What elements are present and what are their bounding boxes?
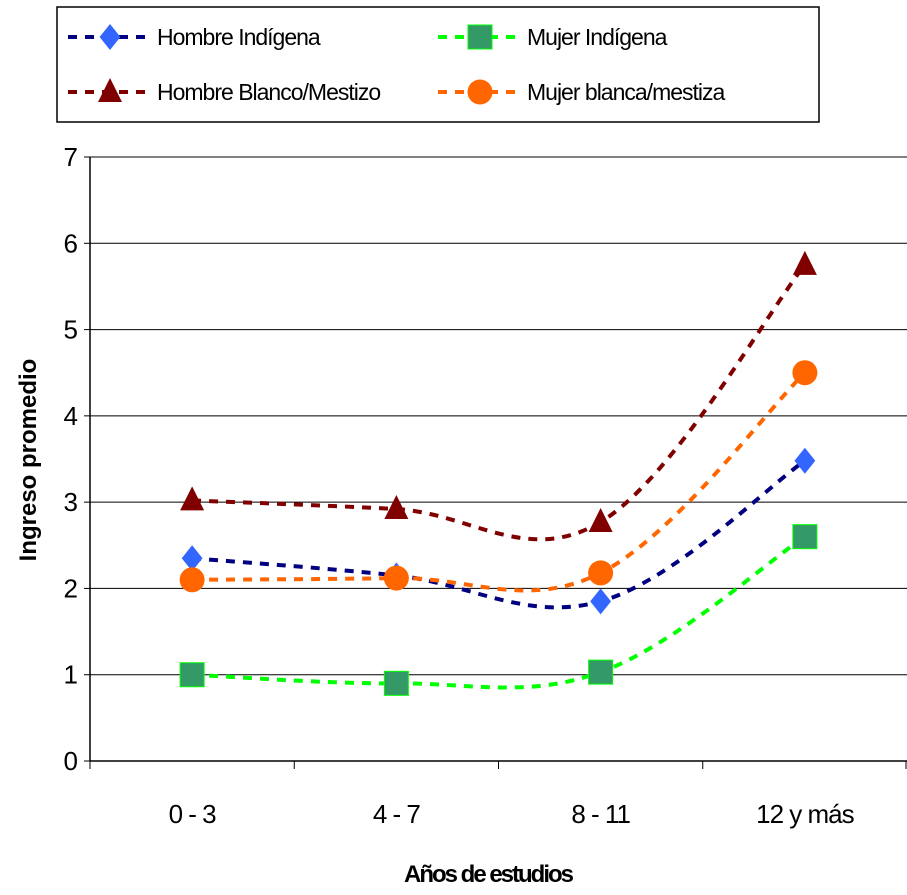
x-tick-label: 8 - 11 bbox=[571, 799, 630, 829]
legend: Hombre Indígena Mujer Indígena Hombre Blan… bbox=[68, 24, 727, 105]
point-mujer-blanca-mestiza bbox=[588, 560, 614, 586]
point-hombre-blanco-mestizo bbox=[588, 507, 613, 532]
point-hombre-blanco-mestizo bbox=[384, 495, 409, 520]
axes: 0 1 2 3 4 5 6 7 0 - 3 4 - 7 8 - 11 12 y más bbox=[64, 142, 907, 829]
series-layer bbox=[179, 250, 818, 696]
x-tick-label: 12 y más bbox=[756, 799, 854, 829]
point-mujer-blanca-mestiza bbox=[792, 360, 818, 386]
legend-box bbox=[56, 6, 820, 123]
legend-label: Hombre Blanco/Mestizo bbox=[157, 79, 380, 105]
point-hombre-indigena bbox=[590, 588, 612, 615]
series-line-hombre-blanco-mestizo bbox=[192, 263, 807, 542]
legend-label: Mujer blanca/mestiza bbox=[527, 79, 726, 105]
legend-label: Mujer Indígena bbox=[527, 24, 668, 50]
series-line-hombre-indigena bbox=[191, 459, 807, 610]
legend-label: Hombre Indígena bbox=[157, 24, 321, 50]
series-line-mujer-blanca-mestiza bbox=[192, 371, 807, 593]
point-mujer-indigena bbox=[792, 524, 818, 550]
y-tick-label: 2 bbox=[64, 573, 78, 603]
legend-marker bbox=[467, 24, 493, 50]
point-hombre-indigena bbox=[181, 545, 203, 572]
point-mujer-blanca-mestiza bbox=[383, 565, 409, 591]
y-tick-label: 4 bbox=[64, 401, 78, 431]
point-hombre-blanco-mestizo bbox=[180, 486, 205, 511]
point-mujer-blanca-mestiza bbox=[179, 567, 205, 593]
point-hombre-indigena bbox=[794, 447, 816, 474]
x-tick-label: 4 - 7 bbox=[373, 799, 421, 829]
point-mujer-indigena bbox=[179, 662, 205, 688]
legend-marker bbox=[98, 78, 122, 102]
y-tick-label: 1 bbox=[64, 660, 78, 690]
point-hombre-blanco-mestizo bbox=[792, 250, 817, 275]
y-tick-label: 6 bbox=[64, 228, 78, 258]
y-tick-label: 5 bbox=[64, 315, 78, 345]
y-tick-label: 0 bbox=[64, 746, 78, 776]
point-mujer-indigena bbox=[383, 670, 409, 696]
x-axis-title: Años de estudios bbox=[404, 861, 574, 888]
x-tick-label: 0 - 3 bbox=[169, 799, 217, 829]
legend-marker bbox=[99, 24, 121, 50]
point-mujer-indigena bbox=[588, 659, 614, 685]
y-tick-label: 7 bbox=[64, 142, 78, 172]
legend-marker bbox=[467, 79, 493, 105]
series-line-mujer-indigena bbox=[192, 534, 806, 690]
y-axis-title: Ingreso promedio bbox=[15, 359, 42, 562]
y-tick-label: 3 bbox=[64, 487, 78, 517]
